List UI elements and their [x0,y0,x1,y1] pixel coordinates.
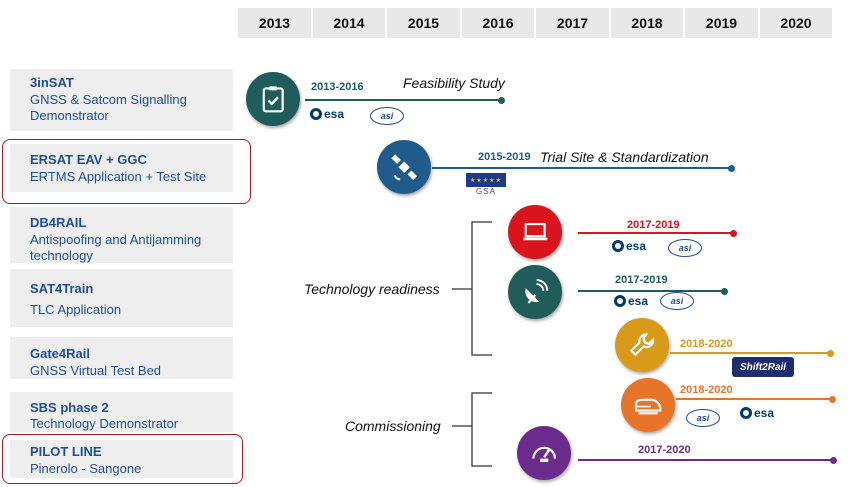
phase-technology-readiness: Technology readiness [304,281,440,297]
project-db4rail: DB4RAIL Antispoofing and Antijamming tec… [10,207,233,263]
phase-commissioning: Commissioning [345,418,441,434]
period-label: 2015-2019 [478,151,531,163]
project-subtitle: GNSS Virtual Test Bed [30,363,162,378]
timeline-end-dot [730,229,737,237]
year-2014: 2014 [313,8,385,38]
year-2013: 2013 [238,8,311,38]
project-pilot-line: PILOT LINE Pinerolo - Sangone [10,440,233,478]
esa-logo: esa [614,294,648,308]
asi-logo: asi [370,107,404,125]
year-2016: 2016 [462,8,534,38]
train-icon [621,378,675,432]
timeline-bar [305,99,501,101]
project-subtitle: Technology Demonstrator [30,416,179,431]
timeline-end-dot [827,349,834,357]
project-title: DB4RAIL [30,215,87,230]
period-label: 2018-2020 [680,384,733,396]
project-title: Gate4Rail [30,346,90,361]
esa-logo: esa [612,239,646,253]
speedometer-icon [517,426,571,480]
commissioning-bracket [452,392,492,467]
project-title: 3inSAT [30,75,74,90]
project-title: PILOT LINE [30,444,102,459]
project-sbs-phase2: SBS phase 2 Technology Demonstrator [10,392,233,432]
highlight-frame-ersat [2,139,251,204]
asi-logo: asi [660,292,694,310]
project-3insat: 3inSAT GNSS & Satcom Signalling Demonstr… [10,69,233,131]
project-subtitle: Pinerolo - Sangone [30,461,142,476]
year-2018: 2018 [611,8,683,38]
technology-bracket [452,221,492,356]
project-subtitle: Antispoofing and Antijamming technology [30,232,202,263]
period-label: 2017-2020 [638,444,691,456]
project-sat4train: SAT4Train TLC Application [10,269,233,327]
asi-logo: asi [668,239,702,257]
phase-label: Trial Site & Standardization [540,149,709,165]
esa-logo: esa [740,406,774,420]
timeline-bar [432,167,731,169]
clipboard-check-icon [246,72,300,126]
phase-label: Feasibility Study [403,75,505,91]
timeline-bar [578,290,724,292]
period-label: 2013-2016 [311,81,364,93]
period-label: 2017-2019 [627,219,680,231]
highlight-frame-pilot-line [2,434,243,484]
timeline-end-dot [498,96,505,104]
timeline-bar [578,232,733,234]
year-2019: 2019 [685,8,758,38]
project-subtitle: GNSS & Satcom Signalling Demonstrator [30,92,187,123]
project-title: SAT4Train [30,281,94,296]
shift2rail-logo: Shift2Rail [732,357,794,377]
esa-logo: esa [310,107,344,121]
timeline-bar [676,398,832,400]
project-gate4rail: Gate4Rail GNSS Virtual Test Bed [10,337,233,379]
project-subtitle: ERTMS Application + Test Site [30,169,207,184]
project-title: SBS phase 2 [30,400,109,415]
timeline-end-dot [721,287,728,295]
year-2015: 2015 [387,8,460,38]
timeline-end-dot [829,395,836,403]
period-label: 2017-2019 [615,274,668,286]
laptop-icon [508,205,562,259]
timeline-end-dot [830,456,837,464]
wrench-icon [615,318,669,372]
timeline-bar [670,352,830,354]
year-2017: 2017 [536,8,609,38]
period-label: 2018-2020 [680,338,733,350]
timeline-bar [578,459,833,461]
project-ersat: ERSAT EAV + GGC ERTMS Application + Test… [10,144,233,192]
project-title: ERSAT EAV + GGC [30,152,147,167]
project-subtitle: TLC Application [30,302,122,317]
year-2020: 2020 [760,8,832,38]
asi-logo: asi [686,409,720,427]
gsa-logo: ★★★★★ GSA [466,173,506,197]
satellite-dish-icon [508,265,562,319]
timeline-end-dot [728,164,735,172]
satellite-icon [377,140,431,194]
